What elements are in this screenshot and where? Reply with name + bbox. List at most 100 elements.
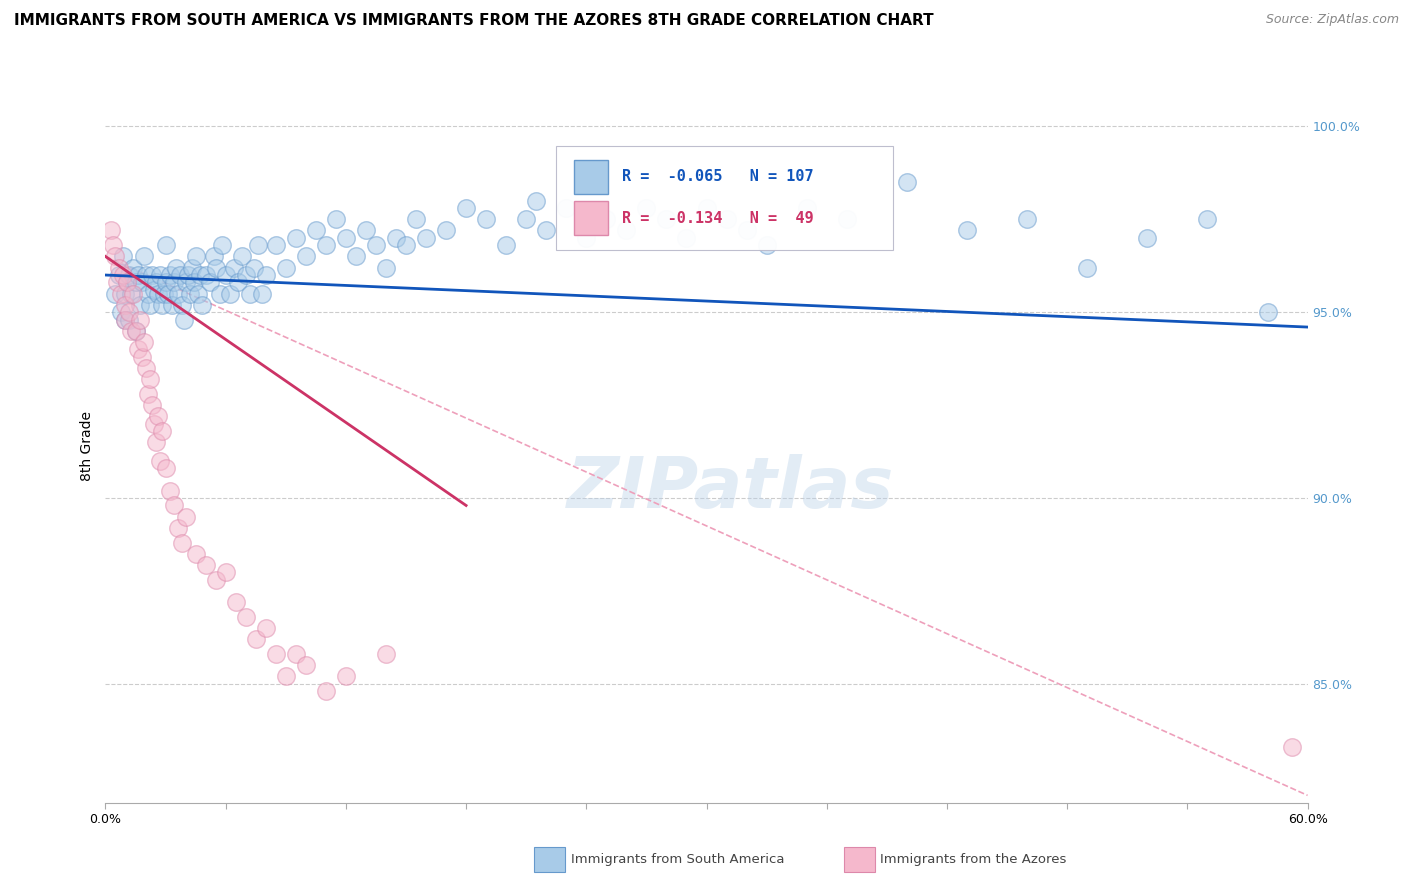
Point (696, 201, 718, 215)
Point (114, 298, 136, 312)
Point (166, 521, 188, 535)
Point (1017, 212, 1039, 227)
Point (117, 276, 139, 290)
Point (159, 268, 181, 282)
Point (124, 324, 146, 338)
Point (364, 238, 387, 252)
Point (131, 276, 153, 290)
Point (515, 212, 537, 227)
Point (162, 276, 184, 290)
Point (128, 312, 150, 326)
Point (395, 238, 418, 252)
Point (148, 454, 170, 468)
Point (254, 268, 277, 282)
Point (145, 276, 167, 290)
Point (131, 350, 153, 364)
Point (524, 194, 547, 208)
Point (169, 268, 191, 282)
Point (226, 276, 249, 290)
Point (138, 298, 160, 312)
Point (118, 305, 141, 319)
Point (315, 684, 337, 698)
Point (155, 276, 177, 290)
Point (117, 276, 139, 290)
Point (225, 595, 247, 609)
Point (136, 286, 159, 301)
Point (246, 238, 269, 252)
Point (132, 249, 155, 263)
Point (141, 268, 163, 282)
Point (405, 212, 427, 227)
Point (107, 276, 129, 290)
FancyBboxPatch shape (574, 160, 607, 194)
Point (245, 632, 267, 647)
Text: ZIPatlas: ZIPatlas (567, 454, 894, 524)
Point (575, 231, 598, 245)
FancyBboxPatch shape (574, 202, 607, 235)
Point (1136, 231, 1159, 245)
Point (114, 286, 136, 301)
Point (305, 223, 328, 237)
Point (956, 223, 979, 237)
Point (211, 238, 233, 252)
Point (796, 201, 818, 215)
Point (122, 286, 145, 301)
Point (155, 461, 177, 475)
Point (104, 249, 127, 263)
Point (194, 268, 217, 282)
Point (127, 343, 149, 357)
Point (165, 260, 187, 275)
Point (344, 249, 367, 263)
Point (218, 286, 240, 301)
Point (160, 298, 183, 312)
Point (204, 573, 226, 587)
Point (108, 268, 131, 282)
Point (194, 558, 217, 572)
Point (136, 387, 159, 401)
FancyBboxPatch shape (557, 146, 893, 250)
Point (675, 231, 697, 245)
Point (112, 268, 135, 282)
Point (135, 360, 157, 375)
Point (239, 286, 262, 301)
Point (636, 201, 658, 215)
Point (214, 268, 236, 282)
Point (174, 276, 197, 290)
Point (179, 286, 201, 301)
Point (170, 535, 193, 549)
Point (176, 268, 198, 282)
Point (595, 212, 617, 227)
Point (1197, 212, 1219, 227)
Text: Source: ZipAtlas.com: Source: ZipAtlas.com (1265, 13, 1399, 27)
Point (454, 201, 477, 215)
Point (170, 298, 193, 312)
Point (235, 610, 257, 624)
Point (354, 223, 377, 237)
Point (100, 223, 122, 237)
Point (145, 435, 167, 450)
Point (127, 268, 149, 282)
Text: R =  -0.065   N = 107: R = -0.065 N = 107 (623, 169, 814, 185)
Point (735, 223, 758, 237)
Point (162, 499, 184, 513)
Point (374, 647, 398, 661)
Point (156, 286, 179, 301)
Point (716, 212, 738, 227)
Point (374, 260, 398, 275)
Point (835, 212, 858, 227)
Point (555, 201, 578, 215)
Point (132, 334, 155, 349)
Point (166, 286, 188, 301)
Point (112, 249, 135, 263)
Point (142, 417, 165, 431)
Point (202, 249, 225, 263)
Point (235, 268, 257, 282)
Point (114, 312, 136, 326)
Point (295, 658, 318, 673)
Point (1257, 305, 1279, 319)
Point (264, 647, 287, 661)
Point (755, 238, 778, 252)
Point (121, 324, 143, 338)
Point (274, 260, 297, 275)
Point (385, 231, 408, 245)
